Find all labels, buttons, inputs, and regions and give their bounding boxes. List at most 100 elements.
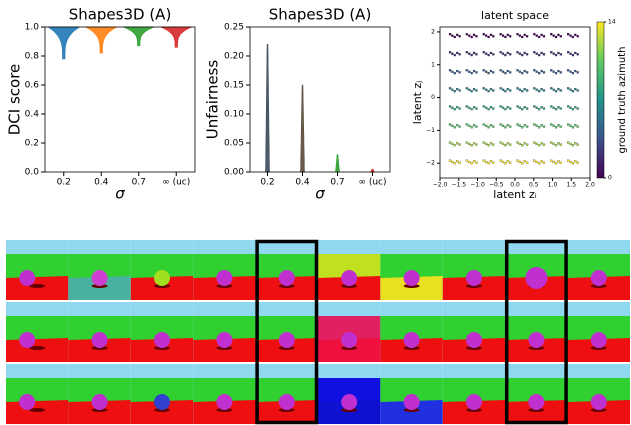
point-cluster	[517, 69, 529, 74]
point	[553, 71, 555, 73]
colorbar-tick-label: 14	[608, 19, 616, 26]
point	[567, 123, 569, 125]
point	[521, 108, 523, 110]
object	[466, 394, 482, 410]
point	[550, 87, 552, 89]
point	[500, 123, 502, 125]
point-cluster	[567, 142, 579, 147]
point	[521, 36, 523, 38]
point	[574, 124, 576, 126]
point	[451, 107, 453, 109]
point	[550, 123, 552, 125]
point-cluster	[567, 87, 579, 92]
point	[475, 126, 477, 128]
point	[507, 70, 509, 72]
image-tile	[6, 302, 68, 362]
point	[466, 160, 468, 162]
point	[473, 142, 475, 144]
image-tile	[380, 364, 442, 424]
point	[509, 162, 511, 164]
point	[550, 160, 552, 162]
point	[449, 160, 451, 162]
point	[538, 144, 540, 146]
image-tile	[256, 302, 318, 362]
point	[451, 35, 453, 37]
object	[591, 270, 607, 286]
point	[466, 123, 468, 125]
point	[553, 107, 555, 109]
point	[524, 142, 526, 144]
point	[492, 126, 494, 128]
image-tile	[6, 240, 68, 300]
point	[517, 33, 519, 35]
point	[449, 105, 451, 107]
point	[466, 33, 468, 35]
point	[500, 142, 502, 144]
point-cluster	[483, 69, 495, 74]
point	[500, 87, 502, 89]
image-tile	[505, 240, 567, 300]
point-cluster	[517, 142, 529, 147]
point	[543, 144, 545, 146]
point	[550, 69, 552, 71]
point	[490, 142, 492, 144]
point	[541, 34, 543, 36]
point	[555, 108, 557, 110]
point	[521, 126, 523, 128]
object	[466, 270, 482, 286]
point	[555, 144, 557, 146]
point	[456, 34, 458, 36]
point	[483, 87, 485, 89]
violin	[336, 155, 340, 172]
point	[536, 89, 538, 91]
point	[451, 71, 453, 73]
object	[525, 267, 547, 289]
image-tile	[318, 302, 380, 362]
x-tick-label: ∞ (uc)	[358, 178, 386, 188]
point	[451, 143, 453, 145]
point-cluster	[517, 123, 529, 128]
point	[538, 126, 540, 128]
image-tile	[256, 240, 318, 300]
point	[557, 88, 559, 90]
point	[466, 51, 468, 53]
point	[456, 70, 458, 72]
point	[490, 70, 492, 72]
point	[517, 51, 519, 53]
x-tick-label: 0.4	[295, 178, 310, 188]
point	[459, 53, 461, 55]
point	[473, 70, 475, 72]
point	[557, 124, 559, 126]
point	[490, 124, 492, 126]
point	[459, 108, 461, 110]
point	[570, 161, 572, 163]
point	[560, 71, 562, 73]
point	[574, 160, 576, 162]
point	[485, 161, 487, 163]
point	[577, 35, 579, 37]
object	[19, 332, 35, 348]
violin	[48, 27, 80, 59]
point-cluster	[500, 142, 512, 147]
object	[216, 332, 232, 348]
point	[509, 126, 511, 128]
point	[538, 72, 540, 74]
point	[570, 53, 572, 55]
point	[517, 123, 519, 125]
point	[541, 88, 543, 90]
point-cluster	[466, 87, 478, 92]
point	[557, 34, 559, 36]
point	[521, 162, 523, 164]
point	[483, 142, 485, 144]
y-tick-label: 0.6	[25, 81, 40, 91]
image-tile	[443, 240, 505, 300]
point-cluster	[517, 105, 529, 110]
point	[468, 35, 470, 37]
point-cluster	[550, 33, 562, 38]
image-tile	[131, 364, 193, 424]
image-tile	[131, 302, 193, 362]
point	[550, 51, 552, 53]
point-cluster	[466, 105, 478, 110]
point-cluster	[533, 105, 545, 110]
point	[454, 144, 456, 146]
